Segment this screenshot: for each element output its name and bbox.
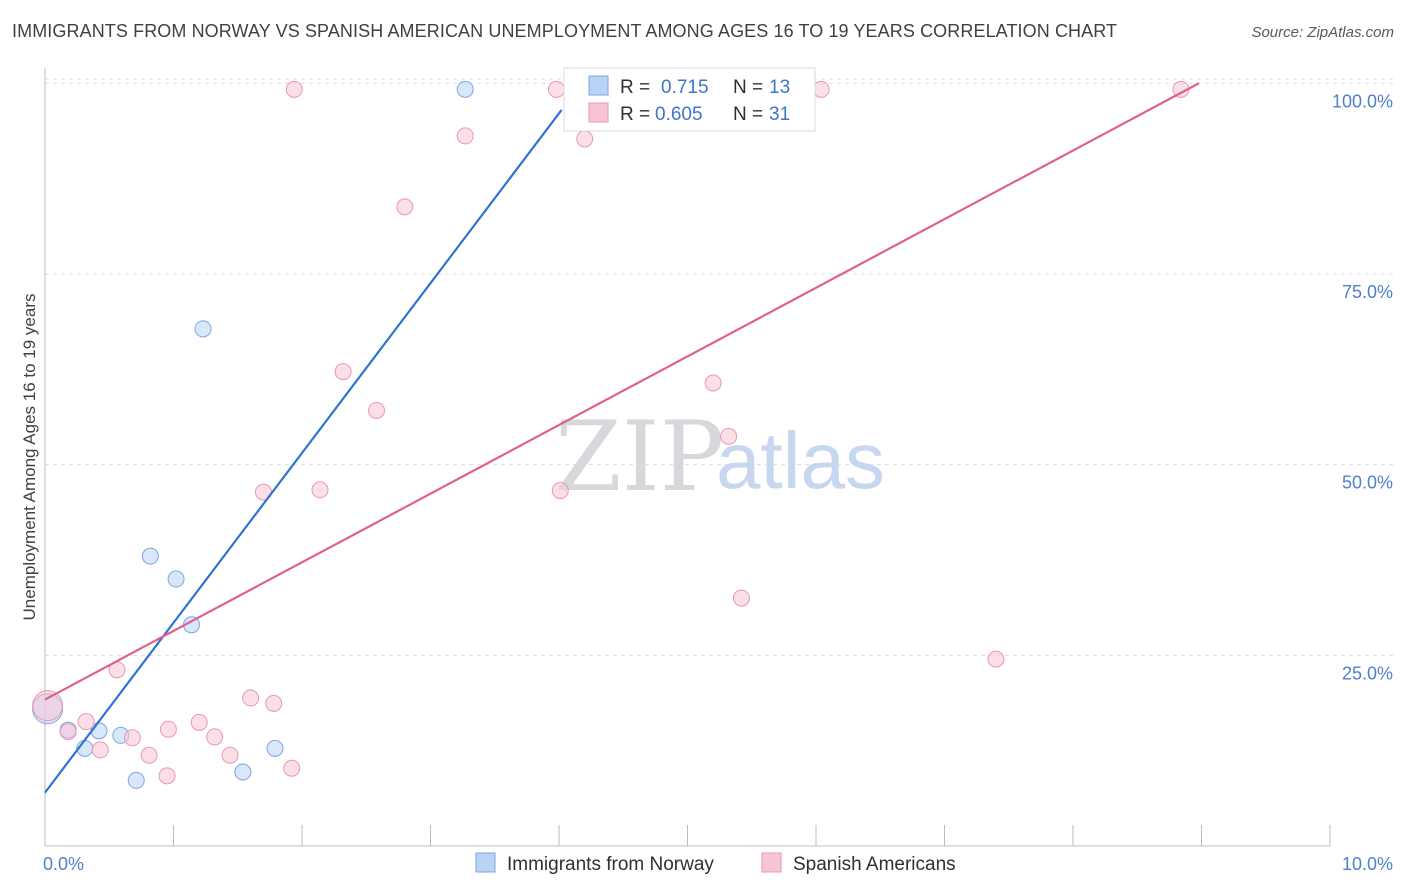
- y-tick-label-2: 75.0%: [1342, 282, 1393, 302]
- watermark: ZIP atlas: [555, 401, 885, 513]
- point-spanish-29: [732, 589, 750, 607]
- trend-line-spanish: [44, 82, 1200, 701]
- point-spanish-12: [242, 689, 260, 707]
- point-norway-10: [234, 763, 252, 781]
- point-spanish-16: [311, 481, 329, 499]
- y-tick-label-3: 100.0%: [1332, 91, 1393, 111]
- legend-r-value-spanish: 0.605: [655, 104, 703, 125]
- point-spanish-11: [221, 746, 239, 764]
- legend-n-label-norway: N =: [733, 77, 763, 98]
- trend-lines: [44, 82, 1200, 794]
- y-tick-label-1: 50.0%: [1342, 473, 1393, 493]
- legend-r-label-spanish: R =: [620, 104, 650, 125]
- point-spanish-23: [551, 482, 569, 500]
- series-legend-swatch-norway: [475, 852, 496, 873]
- point-spanish-21: [456, 127, 474, 145]
- point-spanish-28: [720, 427, 738, 445]
- point-spanish-9: [190, 713, 208, 731]
- point-spanish-8: [159, 720, 177, 738]
- y-axis-label: Unemployment Among Ages 16 to 19 years: [20, 294, 39, 621]
- x-tick-labels: 0.0% 10.0%: [43, 854, 1393, 874]
- y-tick-label-0: 25.0%: [1342, 663, 1393, 683]
- point-spanish-24: [576, 130, 594, 148]
- chart-title: IMMIGRANTS FROM NORWAY VS SPANISH AMERIC…: [12, 21, 1118, 41]
- trend-line-norway: [44, 109, 563, 794]
- series-legend-swatch-spanish: [761, 852, 782, 873]
- point-spanish-27: [704, 374, 722, 392]
- series-legend: Immigrants from Norway Spanish Americans: [475, 852, 956, 875]
- stats-legend: R = 0.715 N = 13 R = 0.605 N = 31: [563, 67, 816, 132]
- legend-swatch-spanish: [588, 102, 609, 123]
- legend-n-value-norway: 13: [769, 77, 790, 98]
- point-spanish-6: [140, 746, 158, 764]
- point-spanish-26: [812, 80, 830, 98]
- point-spanish-3: [91, 741, 109, 759]
- legend-n-label-spanish: N =: [733, 104, 763, 125]
- point-norway-6: [141, 547, 159, 565]
- point-spanish-5: [123, 729, 141, 747]
- grid: [45, 78, 1395, 656]
- point-norway-11: [266, 739, 284, 757]
- point-spanish-7: [158, 767, 176, 785]
- point-spanish-0: [32, 690, 64, 722]
- point-spanish-1: [59, 723, 77, 741]
- point-spanish-15: [283, 759, 301, 777]
- legend-r-value-norway: 0.715: [661, 77, 709, 98]
- point-spanish-30: [987, 650, 1005, 668]
- x-ticks: [173, 825, 1331, 846]
- watermark-zip: ZIP: [555, 401, 724, 513]
- point-spanish-10: [206, 728, 224, 746]
- point-spanish-22: [547, 80, 565, 98]
- point-norway-7: [167, 570, 185, 588]
- point-spanish-18: [368, 401, 386, 419]
- legend-r-label-norway: R =: [620, 77, 650, 98]
- y-tick-labels: 25.0% 50.0% 75.0% 100.0%: [1332, 91, 1393, 683]
- series-legend-label-norway: Immigrants from Norway: [507, 854, 714, 875]
- legend-n-value-spanish: 31: [769, 104, 790, 125]
- series-legend-label-spanish: Spanish Americans: [793, 854, 956, 875]
- x-tick-label-1: 10.0%: [1342, 854, 1393, 874]
- point-norway-5: [127, 771, 145, 789]
- point-spanish-2: [77, 713, 95, 731]
- point-spanish-14: [265, 694, 283, 712]
- legend-swatch-norway: [588, 75, 609, 96]
- point-spanish-20: [396, 198, 414, 216]
- source-credit: Source: ZipAtlas.com: [1251, 24, 1394, 41]
- point-spanish-17: [334, 363, 352, 381]
- data-points: [32, 80, 1190, 789]
- watermark-atlas: atlas: [716, 416, 885, 505]
- x-tick-label-0: 0.0%: [43, 854, 84, 874]
- point-norway-9: [194, 320, 212, 338]
- point-spanish-19: [285, 80, 303, 98]
- point-norway-12: [456, 80, 474, 98]
